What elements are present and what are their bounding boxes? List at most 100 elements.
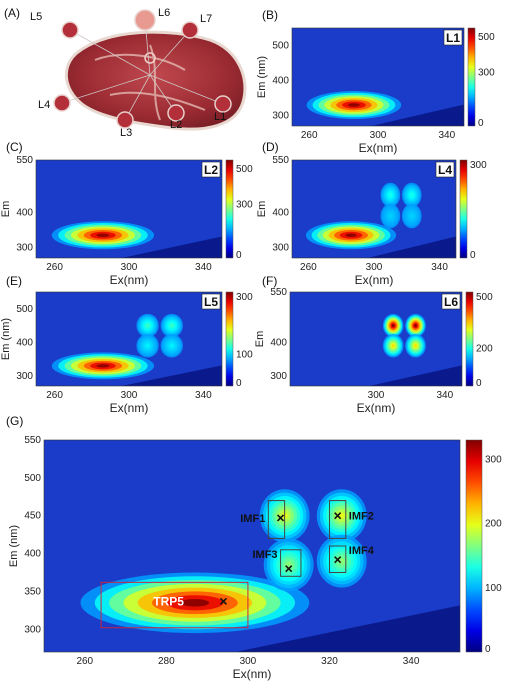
y-axis-label: Em (nm)	[0, 318, 12, 360]
colorbar-tick-label: 0	[476, 378, 482, 389]
x-tick-label: 320	[321, 656, 338, 667]
y-tick-label: 500	[24, 473, 41, 484]
x-tick-label: 340	[195, 390, 212, 401]
colorbar-tick-label: 0	[485, 644, 491, 655]
y-tick-label: 400	[16, 208, 33, 219]
x-axis-label: Ex(nm)	[110, 273, 149, 287]
y-tick-label: 550	[272, 155, 289, 166]
region-imf2: IMF2	[328, 500, 374, 539]
colorbar-tick-label: 300	[478, 68, 495, 79]
location-marker-l7	[181, 21, 199, 39]
scatter-region	[121, 365, 222, 386]
colorbar-tick-label: 0	[478, 118, 484, 129]
y-tick-label: 400	[270, 337, 287, 348]
panel-c: (C) 260 300 340 300 400 550 Ex(nm) Em 0 300 500 L2	[0, 140, 253, 287]
panel-g: (G) 260 280 300 320 340 300 350 400 450 500 550 Ex(n…	[6, 414, 502, 681]
svg-text:L5: L5	[204, 295, 218, 309]
x-tick-label: 340	[431, 262, 448, 273]
x-tick-label: 260	[300, 262, 317, 273]
y-tick-label: 550	[16, 155, 33, 166]
y-tick-label: 550	[270, 287, 287, 298]
colorbar: 0 300 500	[225, 159, 253, 261]
plot-frame	[43, 439, 461, 653]
region-marker	[276, 514, 285, 522]
region-imf4: IMF4	[328, 545, 375, 573]
heatmap-peak	[382, 313, 404, 338]
y-axis-label: Em (nm)	[256, 56, 268, 98]
heatmap-peak	[306, 91, 402, 119]
location-leader-line	[149, 29, 191, 76]
heatmap-plot-area	[44, 440, 460, 652]
sample-tag-l5: L5	[201, 293, 221, 310]
colorbar: 0 200 500	[465, 291, 493, 389]
y-tick-label: 300	[16, 243, 33, 254]
x-tick-label: 300	[368, 390, 385, 401]
x-axis-label: Ex(nm)	[357, 401, 396, 415]
y-tick-label: 300	[24, 624, 41, 635]
sample-location-markers: L5 L6 L7 L4 L3 L2 L1	[30, 7, 232, 139]
scatter-region	[367, 236, 456, 258]
region-label: IMF1	[240, 513, 265, 525]
scatter-region	[121, 236, 222, 258]
plot-frame	[291, 159, 457, 259]
sample-tag-l2: L2	[201, 161, 221, 178]
colorbar-tick-label: 0	[236, 250, 242, 261]
plot-frame	[35, 291, 223, 387]
colorbar: 0 100 300	[225, 291, 253, 389]
location-marker-l5	[61, 21, 79, 39]
x-tick-label: 340	[436, 390, 453, 401]
location-marker-l2	[167, 104, 185, 122]
heatmap-peak	[160, 333, 183, 358]
location-label-l2: L2	[170, 119, 182, 131]
x-tick-label: 260	[76, 656, 93, 667]
x-tick-label: 280	[158, 656, 175, 667]
region-marker	[334, 512, 342, 520]
y-axis-label: Em	[0, 201, 12, 218]
colorbar-tick-label: 500	[476, 292, 493, 303]
y-axis-label: Em	[256, 201, 268, 218]
y-axis-label: Em (nm)	[8, 525, 20, 567]
plot-frame	[289, 291, 463, 387]
x-tick-label: 300	[121, 390, 138, 401]
y-tick-label: 300	[272, 111, 289, 122]
region-marker	[219, 597, 228, 605]
panel-label-a: (A)	[4, 6, 20, 20]
location-leader-line	[61, 74, 151, 104]
colorbar-tick-label: 100	[236, 350, 253, 361]
heatmap-peak	[405, 313, 426, 338]
y-tick-label: 450	[24, 511, 41, 522]
heatmap-peak	[263, 538, 314, 592]
x-tick-label: 260	[46, 262, 63, 273]
location-marker-l1	[214, 95, 232, 113]
heatmap-peak	[380, 182, 401, 208]
y-tick-label: 550	[24, 435, 41, 446]
y-tick-label: 400	[272, 208, 289, 219]
region-imf1: IMF1	[240, 500, 286, 539]
x-axis-label: Ex(nm)	[233, 667, 272, 681]
x-tick-label: 260	[301, 130, 318, 141]
heatmap-plot-area	[36, 292, 222, 386]
panel-e: (E) 260 300 340 300 400 500 Ex(nm) Em (nm) 0 100 30…	[0, 274, 253, 415]
colorbar-tick-label: 200	[485, 519, 502, 530]
location-leader-line	[69, 29, 151, 76]
colorbar-tick-label: 0	[470, 250, 476, 261]
y-axis-label: Em	[254, 331, 266, 348]
panel-f: (F) 300 340 300 400 550 Ex(nm) Em 0 200 500 L6	[254, 274, 493, 415]
y-tick-label: 400	[272, 76, 289, 87]
x-tick-label: 300	[370, 130, 387, 141]
location-label-l3: L3	[120, 127, 132, 139]
heatmap-plot-area	[36, 160, 222, 258]
heatmap-peak	[51, 352, 155, 380]
colorbar-tick-label: 300	[236, 200, 253, 211]
sample-tag-l1: L1	[443, 29, 463, 46]
location-marker-l6	[134, 9, 156, 31]
panel-label: (C)	[6, 140, 23, 154]
panel-label: (D)	[262, 140, 279, 154]
x-tick-label: 260	[46, 390, 63, 401]
heatmap-peak	[136, 313, 159, 338]
heatmap-peak	[401, 203, 422, 229]
heatmap-peak	[382, 333, 404, 358]
colorbar: 0 300 500	[467, 27, 495, 129]
heatmap-peak	[80, 572, 310, 634]
panel-d: (D) 260 300 340 300 400 550 Ex(nm) Em 0 300 L4	[256, 140, 487, 287]
